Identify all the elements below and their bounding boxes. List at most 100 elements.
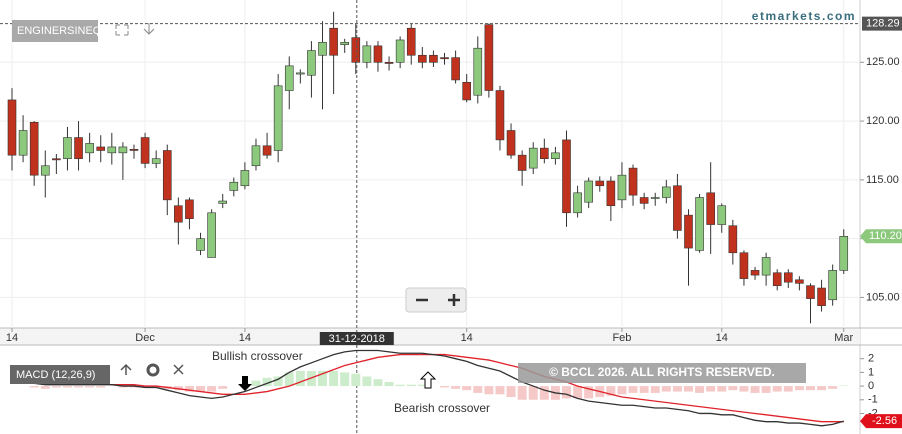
candle-body — [650, 197, 660, 199]
candle-body — [584, 180, 593, 203]
candle-body — [351, 37, 361, 63]
candle-body — [662, 186, 671, 198]
histogram-bar — [628, 386, 638, 393]
y-tick-label: 0 — [868, 380, 874, 392]
histogram-bar — [539, 386, 549, 400]
histogram-bar — [362, 376, 372, 387]
histogram-bar — [473, 386, 483, 393]
histogram-bar — [151, 386, 161, 388]
histogram-bar — [517, 386, 527, 400]
zoom-control — [405, 287, 467, 313]
histogram-bar — [828, 386, 838, 389]
candle-body — [551, 152, 560, 160]
histogram-bar — [340, 372, 350, 387]
settings-icon[interactable] — [146, 363, 160, 377]
fullscreen-icon[interactable] — [115, 24, 129, 36]
candle-body — [7, 99, 17, 156]
candle-body — [296, 72, 305, 75]
annotation-arrow — [238, 376, 252, 391]
candle-body — [817, 287, 826, 306]
candle-body — [506, 130, 516, 156]
histogram-bar — [406, 384, 416, 387]
histogram-bar — [794, 386, 804, 391]
candle-body — [362, 45, 372, 63]
candle-body — [185, 199, 194, 219]
candle-body — [63, 137, 72, 160]
candle-body — [240, 170, 250, 187]
histogram-bar — [562, 386, 571, 399]
candle-body — [196, 238, 205, 251]
candle-body — [695, 197, 704, 251]
candle-body — [151, 158, 161, 164]
histogram-bar — [661, 386, 671, 392]
candle-body — [429, 54, 438, 63]
histogram-bar — [284, 372, 294, 387]
candle-body — [795, 279, 804, 284]
candle-body — [806, 285, 815, 299]
candle-body — [262, 145, 272, 156]
x-tick-label: Feb — [612, 332, 631, 344]
signal-line — [12, 353, 844, 423]
histogram-bar — [318, 371, 328, 387]
candle-body — [473, 47, 483, 96]
candle-body — [739, 252, 749, 279]
candle-body — [628, 167, 638, 196]
y-tick-label: -1 — [868, 394, 878, 406]
candle-body — [484, 24, 494, 91]
candle-body — [406, 27, 416, 56]
candle-body — [540, 147, 549, 160]
histogram-bar — [739, 386, 749, 392]
candle-body — [18, 130, 28, 156]
close-icon[interactable] — [173, 364, 184, 375]
histogram-bar — [51, 386, 61, 388]
histogram-bar — [395, 384, 405, 387]
candle-body — [706, 192, 715, 225]
candle-body — [750, 270, 760, 276]
candle-body — [329, 27, 338, 56]
macd-label-box — [10, 365, 110, 384]
candle-body — [772, 272, 782, 286]
candle-body — [340, 42, 350, 45]
histogram-bar — [118, 386, 128, 388]
candle-body — [717, 205, 727, 225]
candle-body — [107, 146, 117, 154]
candle-body — [29, 121, 39, 176]
histogram-bar — [528, 386, 538, 400]
histogram-bar — [373, 379, 383, 387]
candle-body — [140, 137, 150, 164]
histogram-bar — [351, 373, 361, 387]
macd-line — [12, 349, 844, 427]
zoom-in[interactable] — [448, 294, 460, 306]
histogram-bar — [329, 371, 339, 387]
candle-body — [673, 185, 682, 231]
candle-body — [517, 154, 527, 171]
histogram-bar — [417, 384, 427, 387]
candle-body — [440, 57, 449, 60]
candle-body — [462, 81, 471, 101]
crosshair-price-tag — [862, 16, 902, 31]
download-icon[interactable] — [143, 23, 155, 35]
crosshair-price: 128.29 — [866, 18, 900, 30]
histogram-bar — [273, 376, 283, 387]
histogram-bar — [295, 371, 305, 387]
candle-body — [162, 150, 172, 201]
candle-body — [418, 54, 427, 63]
x-tick-label: 14 — [239, 332, 251, 344]
histogram-bar — [173, 386, 183, 391]
candle-body — [617, 174, 627, 201]
symbol-box[interactable] — [12, 20, 98, 42]
crosshair-date: 31-12-2018 — [329, 333, 385, 345]
candle-body — [828, 270, 837, 301]
histogram-bar — [451, 386, 461, 389]
candle-body — [839, 236, 849, 271]
candle-body — [74, 137, 83, 160]
candle-body — [606, 180, 616, 207]
last-price-tag — [860, 229, 902, 244]
move-up-icon[interactable] — [120, 363, 132, 375]
histogram-bar — [695, 386, 705, 393]
histogram-bar — [74, 386, 84, 388]
candle-body — [85, 143, 94, 154]
histogram-bar — [617, 386, 627, 395]
